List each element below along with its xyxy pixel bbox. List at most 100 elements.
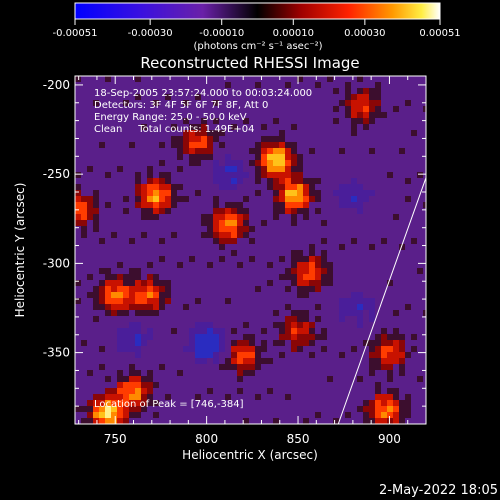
heatmap-cell — [339, 238, 345, 244]
heatmap-cell — [87, 112, 93, 118]
heatmap-cell — [303, 238, 309, 244]
heatmap-cell — [123, 244, 129, 250]
heatmap-cell — [183, 304, 189, 310]
heatmap-cell — [267, 406, 273, 412]
heatmap-cell — [255, 148, 261, 154]
x-axis-label: Heliocentric X (arcsec) — [182, 448, 318, 462]
heatmap-cell — [423, 250, 426, 256]
heatmap-cell — [117, 286, 123, 292]
heatmap-cell — [327, 358, 333, 364]
heatmap-cell — [99, 208, 105, 214]
heatmap-cell — [285, 190, 291, 196]
heatmap-cell — [399, 256, 405, 262]
heatmap-cell — [369, 274, 375, 280]
heatmap-cell — [171, 136, 177, 142]
heatmap-cell — [231, 358, 237, 364]
heatmap-cell — [105, 268, 111, 274]
heatmap-cell — [207, 376, 213, 382]
heatmap-cell — [189, 262, 195, 268]
heatmap-cell — [117, 250, 123, 256]
heatmap-cell — [195, 190, 201, 196]
heatmap-cell — [261, 370, 267, 376]
heatmap-cell — [423, 76, 426, 82]
heatmap-cell — [171, 376, 177, 382]
heatmap-cell — [255, 178, 261, 184]
heatmap-cell — [315, 196, 321, 202]
heatmap-cell — [135, 142, 141, 148]
heatmap-cell — [177, 286, 183, 292]
heatmap-cell — [309, 244, 315, 250]
heatmap-cell — [267, 280, 273, 286]
heatmap-cell — [261, 274, 267, 280]
heatmap-cell — [399, 94, 405, 100]
heatmap-cell — [105, 304, 111, 310]
heatmap-cell — [105, 274, 111, 280]
heatmap-cell — [117, 268, 123, 274]
heatmap-cell — [105, 376, 111, 382]
heatmap-cell — [417, 118, 423, 124]
heatmap-cell — [117, 322, 123, 328]
heatmap-cell — [123, 148, 129, 154]
heatmap-cell — [369, 154, 375, 160]
heatmap-cell — [381, 358, 387, 364]
heatmap-cell — [315, 100, 321, 106]
heatmap-cell — [351, 220, 357, 226]
heatmap-cell — [291, 154, 297, 160]
heatmap-cell — [99, 106, 105, 112]
heatmap-cell — [261, 280, 267, 286]
heatmap-cell — [123, 364, 129, 370]
heatmap-cell — [315, 214, 321, 220]
heatmap-cell — [177, 94, 183, 100]
heatmap-cell — [255, 220, 261, 226]
heatmap-cell — [81, 346, 87, 352]
heatmap-cell — [207, 124, 213, 130]
heatmap-cell — [171, 178, 177, 184]
heatmap-cell — [249, 160, 255, 166]
heatmap-cell — [243, 100, 249, 106]
heatmap-cell — [153, 328, 159, 334]
heatmap-cell — [165, 82, 171, 88]
heatmap-cell — [87, 370, 93, 376]
heatmap-cell — [309, 94, 315, 100]
heatmap-cell — [183, 196, 189, 202]
heatmap-cell — [363, 346, 369, 352]
heatmap-cell — [315, 412, 321, 418]
heatmap-cell — [201, 340, 207, 346]
heatmap-cell — [267, 262, 273, 268]
heatmap-cell — [303, 292, 309, 298]
heatmap-cell — [333, 346, 339, 352]
heatmap-cell — [393, 358, 399, 364]
heatmap-cell — [75, 298, 81, 304]
heatmap-cell — [129, 304, 135, 310]
heatmap-cell — [285, 220, 291, 226]
colorbar-tick-label: -0.00010 — [199, 28, 244, 39]
heatmap-cell — [297, 376, 303, 382]
heatmap-cell — [81, 352, 87, 358]
heatmap-cell — [225, 148, 231, 154]
heatmap-cell — [111, 250, 117, 256]
heatmap-cell — [327, 274, 333, 280]
heatmap-cell — [129, 166, 135, 172]
heatmap-cell — [165, 160, 171, 166]
heatmap-cell — [183, 286, 189, 292]
heatmap-cell — [201, 106, 207, 112]
heatmap-cell — [387, 286, 393, 292]
heatmap-cell — [105, 112, 111, 118]
heatmap-cell — [201, 400, 207, 406]
heatmap-cell — [345, 118, 351, 124]
heatmap-cell — [279, 142, 285, 148]
heatmap-cell — [381, 154, 387, 160]
heatmap-cell — [291, 160, 297, 166]
heatmap-cell — [141, 160, 147, 166]
heatmap-cell — [225, 262, 231, 268]
heatmap-cell — [357, 406, 363, 412]
heatmap-cell — [255, 214, 261, 220]
heatmap-cell — [237, 334, 243, 340]
heatmap-cell — [93, 166, 99, 172]
heatmap-cell — [141, 346, 147, 352]
heatmap-cell — [309, 160, 315, 166]
heatmap-cell — [231, 226, 237, 232]
heatmap-cell — [339, 250, 345, 256]
heatmap-cell — [405, 280, 411, 286]
heatmap-cell — [243, 412, 249, 418]
